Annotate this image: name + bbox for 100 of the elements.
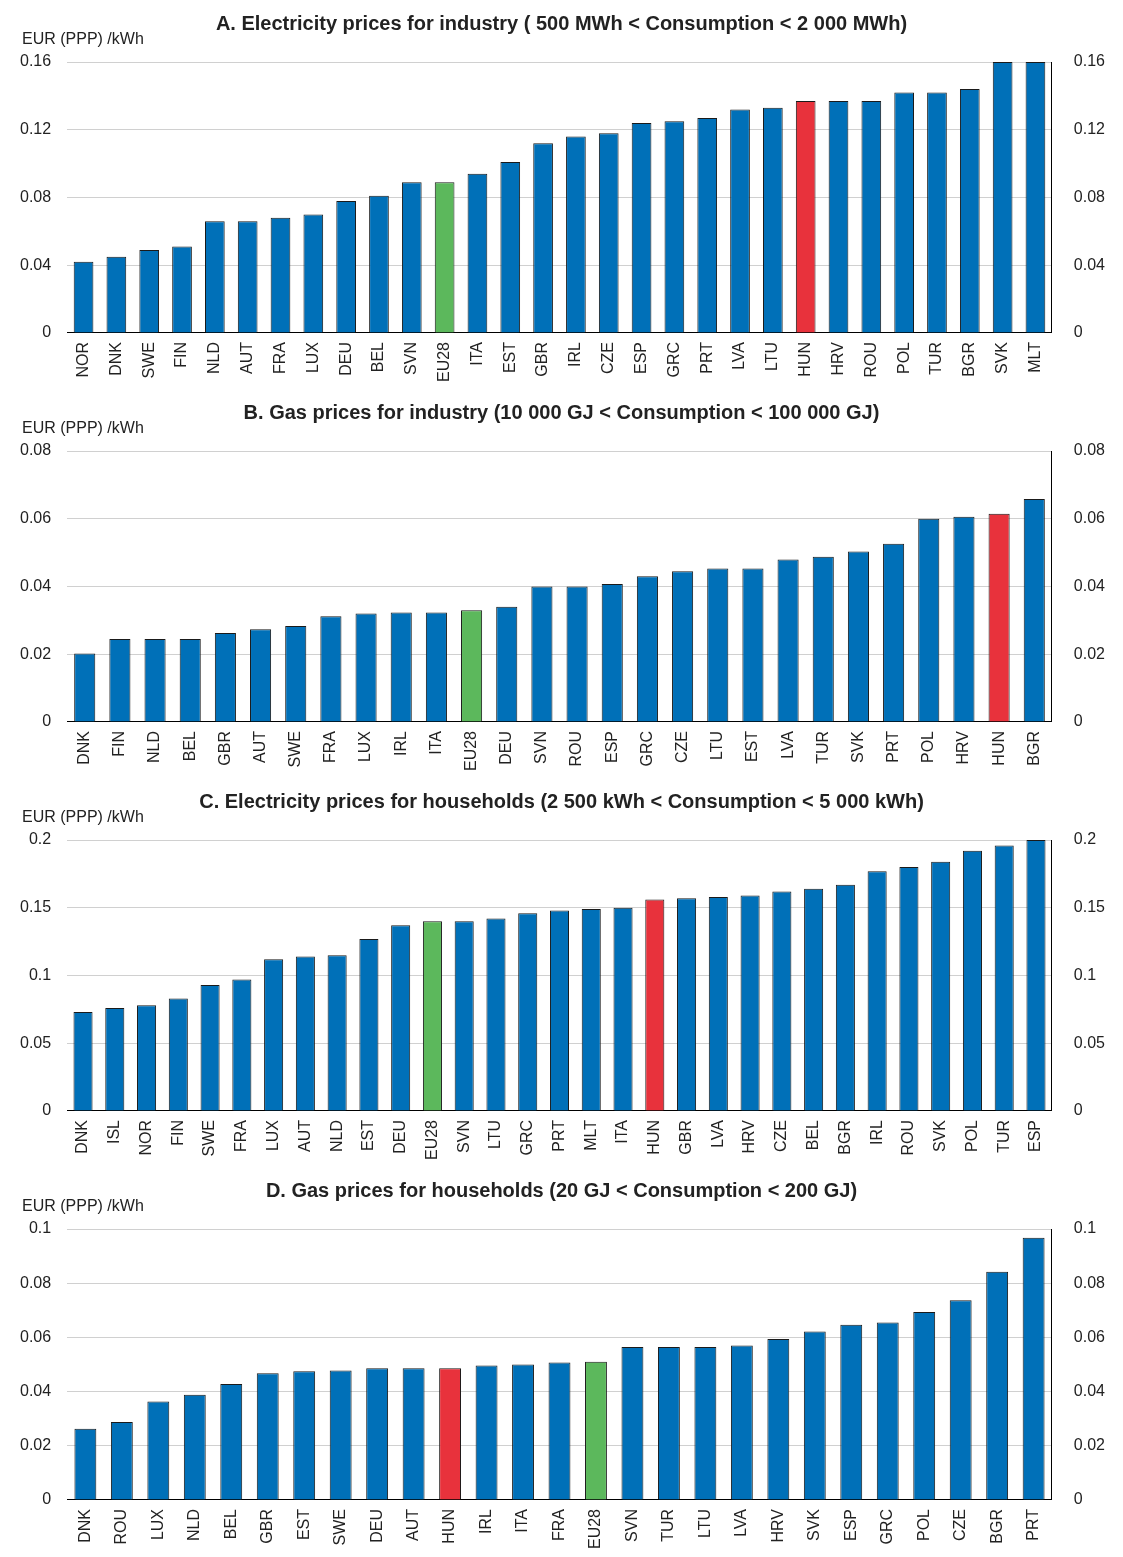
x-tick-label: AUT — [404, 1508, 422, 1541]
y2-tick-label: 0.02 — [1073, 1436, 1106, 1454]
y2-tick-label: 0.02 — [1073, 644, 1106, 662]
x-tick-label: SWE — [139, 341, 157, 379]
x-tick-label: POL — [919, 730, 937, 763]
x-tick-label: TUR — [813, 730, 831, 764]
x-tick-label: SVN — [402, 341, 420, 375]
x-tick-label: AUT — [295, 1119, 313, 1152]
x-tick-label: ITA — [513, 1508, 531, 1533]
x-tick-label: FRA — [549, 1508, 567, 1541]
x-tick-label: ISL — [105, 1119, 123, 1144]
x-tick-label: BGR — [1024, 730, 1042, 766]
x-tick-label: GRC — [637, 730, 655, 767]
x-tick-label: DEU — [497, 730, 515, 765]
y-tick-label: 0 — [42, 323, 52, 341]
x-tick-label: LVA — [778, 730, 796, 759]
y-axis-title: EUR (PPP) /kWh — [22, 419, 144, 437]
x-tick-label: LUX — [303, 341, 321, 374]
y-axis-title: EUR (PPP) /kWh — [22, 30, 144, 48]
x-tick-label: IRL — [391, 730, 409, 756]
x-tick-label: LVA — [730, 341, 748, 370]
y2-tick-label: 0.08 — [1073, 1273, 1106, 1291]
x-tick-label: DEU — [336, 341, 354, 376]
y2-tick-label: 0.06 — [1073, 1327, 1106, 1345]
x-tick-label: GRC — [664, 341, 682, 378]
x-tick-label: FRA — [270, 341, 288, 374]
x-tick-label: FIN — [110, 730, 128, 757]
x-tick-label: GBR — [676, 1119, 694, 1155]
x-tick-label: ROU — [112, 1508, 130, 1545]
x-tick-label: CZE — [599, 341, 617, 374]
x-tick-label: NLD — [327, 1119, 345, 1152]
x-tick-label: BGR — [987, 1508, 1005, 1544]
x-tick-label: HUN — [796, 341, 814, 377]
y-tick-label: 0.06 — [20, 509, 52, 527]
y-tick-label: 0.04 — [20, 1381, 52, 1399]
x-tick-label: PRT — [884, 730, 902, 763]
x-tick-label: DNK — [106, 341, 124, 376]
x-tick-label: SWE — [286, 730, 304, 768]
x-tick-label: HUN — [440, 1508, 458, 1544]
x-tick-label: GRC — [518, 1119, 536, 1156]
x-tick-label: CZE — [951, 1508, 969, 1541]
x-tick-label: PRT — [697, 341, 715, 374]
x-tick-label: EU28 — [422, 1119, 440, 1161]
x-tick-label: HRV — [768, 1508, 786, 1543]
x-tick-label: NLD — [185, 1508, 203, 1541]
y2-tick-label: 0 — [1073, 1490, 1083, 1508]
x-tick-label: EU28 — [461, 730, 479, 772]
y2-tick-label: 0.12 — [1073, 120, 1106, 138]
y2-tick-label: 0.1 — [1073, 1219, 1097, 1237]
x-tick-label: EST — [359, 1119, 377, 1152]
x-tick-label: EST — [500, 341, 518, 374]
x-tick-label: GRC — [878, 1508, 896, 1545]
x-tick-label: BEL — [180, 730, 198, 762]
x-tick-label: LUX — [356, 730, 374, 763]
x-tick-label: LTU — [486, 1119, 504, 1150]
x-tick-label: BGR — [960, 341, 978, 377]
x-tick-label: DNK — [75, 730, 93, 765]
x-tick-label: FIN — [168, 1119, 186, 1146]
x-tick-label: SWE — [331, 1508, 349, 1546]
x-tick-label: SVK — [848, 730, 866, 763]
x-tick-label: POL — [914, 1508, 932, 1541]
y-tick-label: 0.08 — [20, 1273, 52, 1291]
y-tick-label: 0.05 — [20, 1033, 52, 1051]
y2-tick-label: 0.06 — [1073, 509, 1106, 527]
x-tick-label: ROU — [899, 1119, 917, 1156]
x-tick-label: HUN — [645, 1119, 663, 1155]
x-tick-label: BEL — [221, 1508, 239, 1540]
x-tick-label: NLD — [145, 730, 163, 763]
x-tick-label: DEU — [391, 1119, 409, 1154]
x-tick-label: PRT — [1024, 1508, 1042, 1541]
y-tick-label: 0.06 — [20, 1327, 52, 1345]
x-tick-label: EU28 — [586, 1508, 604, 1550]
x-tick-label: SVN — [454, 1119, 472, 1153]
x-tick-label: HRV — [740, 1119, 758, 1154]
x-tick-label: GBR — [258, 1508, 276, 1544]
x-tick-label: MLT — [581, 1119, 599, 1151]
chart-title: B. Gas prices for industry (10 000 GJ < Consumption < 100 000 GJ) — [243, 400, 880, 423]
x-tick-label: IRL — [867, 1119, 885, 1145]
y2-tick-label: 0.04 — [1073, 576, 1106, 594]
x-tick-label: SVK — [931, 1119, 949, 1152]
x-tick-label: ROU — [567, 730, 585, 767]
x-tick-label: LTU — [763, 341, 781, 372]
x-tick-label: LVA — [732, 1508, 750, 1537]
y2-tick-label: 0.05 — [1073, 1033, 1106, 1051]
y2-tick-label: 0 — [1073, 1101, 1083, 1119]
x-tick-label: LVA — [708, 1119, 726, 1148]
x-tick-label: LTU — [695, 1508, 713, 1539]
y-tick-label: 0.1 — [28, 965, 52, 983]
x-tick-label: FRA — [232, 1119, 250, 1152]
x-tick-label: BEL — [369, 341, 387, 373]
x-tick-label: BGR — [835, 1119, 853, 1155]
x-tick-label: POL — [894, 341, 912, 374]
x-tick-label: SWE — [200, 1119, 218, 1157]
y-tick-label: 0.08 — [20, 187, 52, 205]
x-tick-label: DNK — [73, 1119, 91, 1154]
y-tick-label: 0.04 — [20, 255, 52, 273]
y-tick-label: 0 — [42, 1490, 52, 1508]
x-tick-label: FIN — [172, 341, 190, 368]
y-tick-label: 0.16 — [20, 52, 52, 70]
x-tick-label: FRA — [321, 730, 339, 763]
